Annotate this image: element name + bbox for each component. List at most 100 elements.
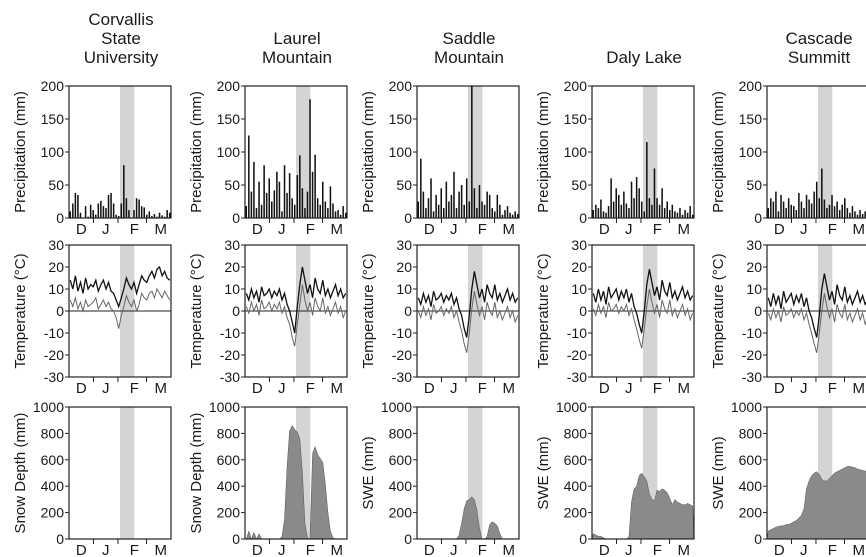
precipitation-bar [168,212,171,218]
x-tick-label: J [278,380,286,397]
y-tick-label: 0 [404,303,412,319]
y-tick-label: 800 [41,425,65,441]
precipitation-bar [89,204,92,218]
precipitation-bar [105,208,107,218]
precipitation-bar [805,194,808,218]
y-tick-label: 800 [389,425,413,441]
x-tick-label: D [76,380,87,397]
y-axis-label: Precipitation (mm) [710,91,727,213]
x-tick-label: F [478,542,487,557]
precipitation-bar [770,198,772,218]
x-tick-label: M [853,221,866,238]
station-title-line: University [84,48,159,67]
precipitation-bar [651,204,653,218]
precipitation-bar [148,211,151,218]
x-tick-label: M [678,221,691,238]
precipitation-bar [851,206,854,218]
x-tick-label: F [306,221,315,238]
y-tick-label: 600 [564,452,588,468]
precipitation-bar [782,201,785,218]
precipitation-bar [443,208,445,218]
precipitation-bar [293,204,296,218]
precipitation-bar [674,211,676,218]
precipitation-bar [460,185,463,218]
precipitation-bar [514,211,516,218]
precipitation-bar [322,181,324,218]
y-tick-label: -30 [44,369,64,385]
precipitation-bar [334,211,337,218]
precipitation-bar [79,212,82,218]
precipitation-bar [427,198,430,218]
precipitation-bar [486,191,488,218]
x-tick-label: M [155,221,168,238]
x-tick-label: J [625,221,633,238]
precipitation-bar [666,201,668,218]
y-tick-label: 200 [41,78,65,94]
precipitation-bar [775,191,777,218]
y-tick-label: 200 [564,78,588,94]
precipitation-bar [271,201,273,218]
precipitation-bar [110,192,112,218]
y-tick-label: 0 [404,210,412,226]
y-tick-label: 30 [224,237,240,253]
precipitation-bar [823,199,826,218]
y-tick-label: 150 [739,111,763,127]
precipitation-bar [798,192,800,218]
precipitation-bar [158,212,161,218]
precipitation-bar [260,204,263,218]
precipitation-bar [772,201,775,218]
y-tick-label: 0 [754,303,762,319]
precipitation-bar [95,214,97,218]
temperature-max-line [767,273,866,338]
y-tick-label: 0 [579,531,587,547]
x-tick-label: D [599,542,610,557]
y-tick-label: 20 [746,259,762,275]
precipitation-bar [671,204,674,218]
precipitation-bar [808,199,810,218]
precipitation-bar [795,210,798,218]
x-tick-label: J [450,542,458,557]
y-tick-label: 20 [571,259,587,275]
precipitation-bar [276,171,278,218]
station-title-line: State [101,29,141,48]
x-tick-label: J [625,380,633,397]
y-tick-label: 20 [48,259,64,275]
storm-period-band [818,86,833,218]
precipitation-bar [265,192,268,218]
precipitation-bar [128,210,130,218]
x-tick-label: D [252,542,263,557]
precipitation-bar [846,208,849,218]
precipitation-bar [689,206,691,218]
precipitation-bar [273,190,276,218]
precipitation-bar [146,214,148,218]
y-tick-label: 200 [41,505,65,521]
precipitation-bar [669,210,671,218]
y-tick-label: 150 [564,111,588,127]
y-tick-label: 50 [396,177,412,193]
y-axis-label: Precipitation (mm) [535,91,552,213]
precipitation-bar [620,204,623,218]
y-axis-label: Temperature (°C) [535,253,552,368]
precipitation-bar [864,211,866,218]
x-tick-label: D [252,380,263,397]
precipitation-bar [815,181,818,218]
y-tick-label: 100 [739,144,763,160]
y-tick-label: 150 [217,111,241,127]
station-title-line: Mountain [262,48,332,67]
precipitation-bar [339,214,342,218]
x-tick-label: M [503,380,516,397]
precipitation-bar [432,211,435,218]
y-tick-label: 200 [739,505,763,521]
temperature-max-line [245,266,347,334]
precipitation-bar [656,198,658,218]
x-tick-label: D [599,221,610,238]
precipitation-bar [600,199,602,218]
precipitation-bar [836,201,838,218]
y-tick-label: 50 [48,177,64,193]
precipitation-bar [844,198,846,218]
precipitation-bar [605,212,607,218]
y-tick-label: 1000 [381,399,412,415]
precipitation-bar [465,178,468,218]
y-tick-label: 0 [232,303,240,319]
snow-area [591,472,695,540]
